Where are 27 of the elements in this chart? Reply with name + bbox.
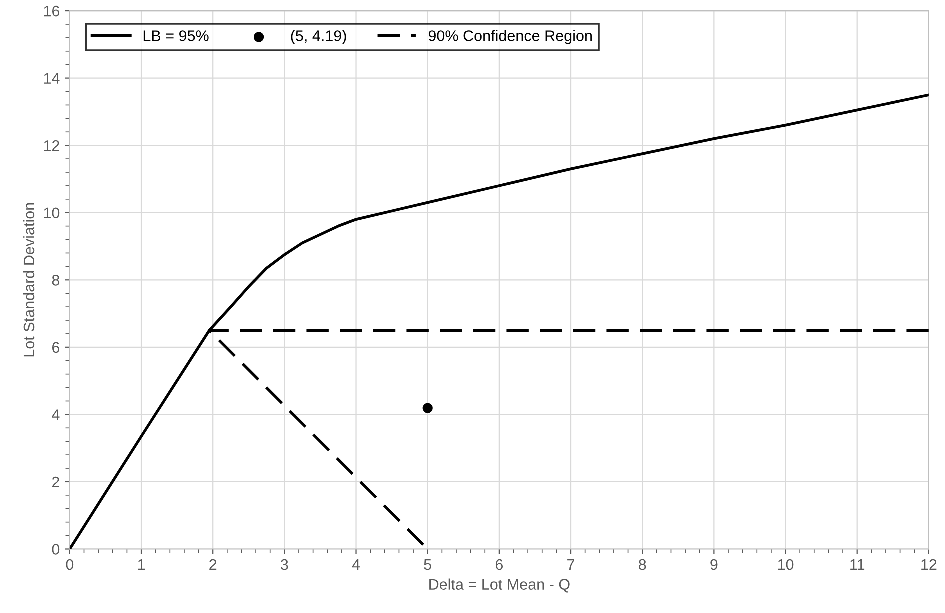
x-tick-label: 2 [210, 559, 217, 570]
x-tick-label: 3 [281, 559, 288, 570]
y-tick-label: 16 [44, 6, 60, 17]
y-axis-title: Lot Standard Deviation [23, 203, 35, 357]
y-tick-label: 8 [52, 275, 60, 286]
x-axis-title: Delta = Lot Mean - Q [430, 578, 570, 593]
x-tick-label: 11 [850, 560, 865, 570]
y-tick-label: 0 [52, 544, 60, 555]
x-tick-label: 7 [568, 560, 574, 570]
x-tick-label: 8 [639, 559, 646, 570]
x-tick-label: 5 [424, 560, 432, 570]
x-tick-label: 0 [66, 559, 74, 570]
x-tick-label: 1 [138, 560, 146, 570]
y-tick-label: 2 [52, 476, 60, 488]
y-tick-label: 6 [52, 342, 60, 354]
x-tick-label: 9 [710, 559, 718, 570]
x-tick-label: 6 [496, 559, 504, 570]
legend-label: LB = 95% [144, 30, 209, 42]
legend-label: (5, 4.19) [291, 30, 346, 44]
x-tick-label: 12 [922, 559, 937, 570]
y-tick-label: 14 [44, 73, 60, 84]
y-tick-label: 4 [52, 410, 60, 420]
x-tick-label: 4 [352, 560, 360, 570]
x-tick-label: 10 [778, 559, 794, 570]
legend-label: 90% Confidence Region [428, 30, 592, 44]
y-tick-label: 10 [44, 208, 60, 219]
y-tick-label: 12 [44, 140, 60, 152]
